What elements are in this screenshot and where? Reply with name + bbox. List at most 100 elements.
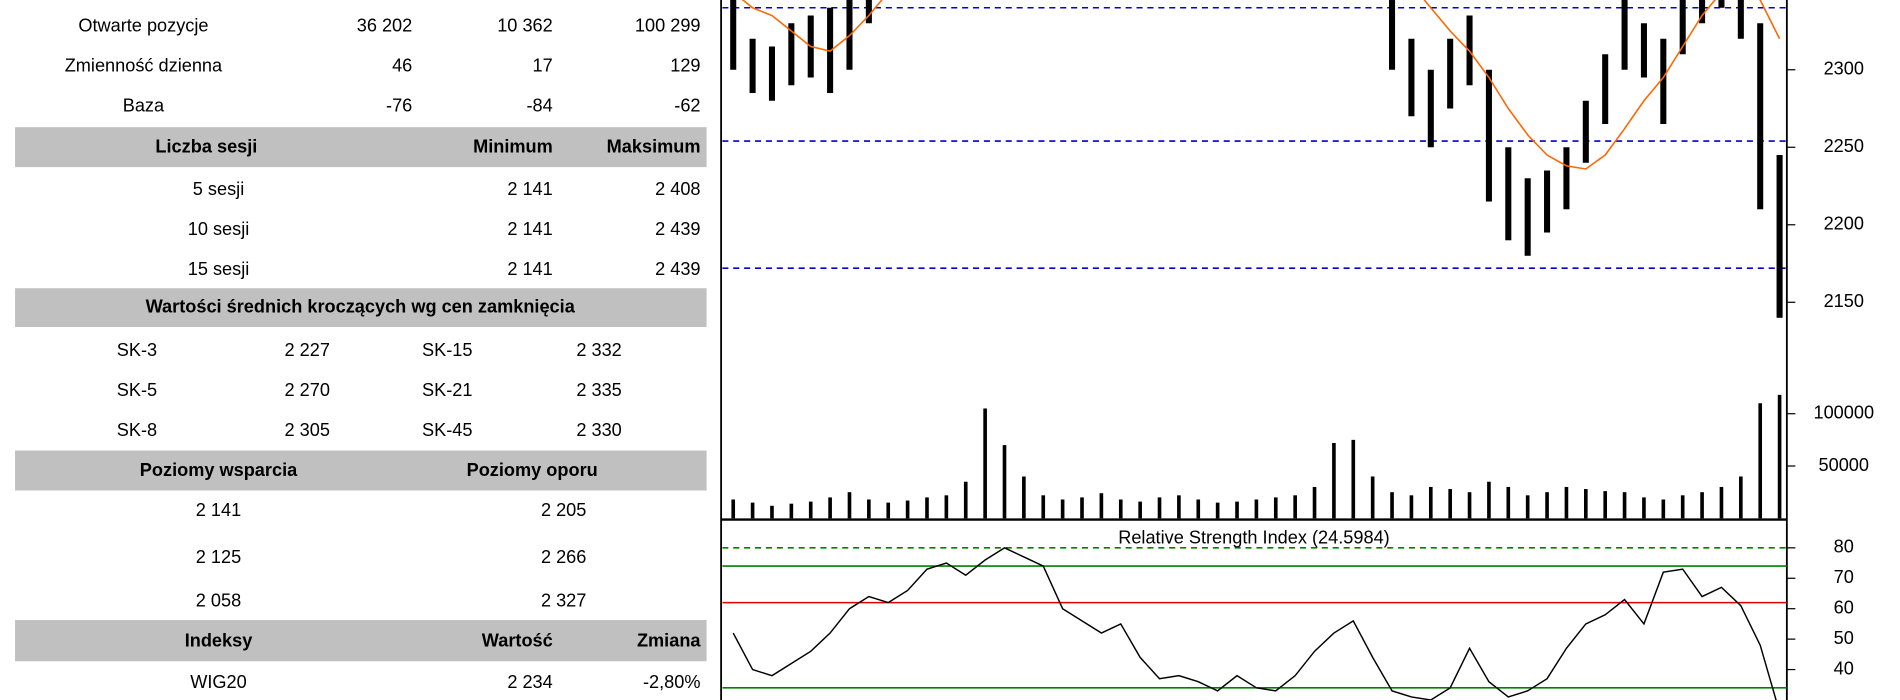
table-cell: 5 sesji (193, 179, 244, 199)
volume-bar (1254, 499, 1259, 519)
table-cell: SK-21 (422, 380, 472, 400)
price-range (1485, 69, 1492, 202)
header-band (15, 450, 707, 491)
price-range (1524, 178, 1531, 256)
volume-bar (731, 499, 736, 519)
volume-bar (1680, 495, 1685, 519)
volume-bar (1409, 495, 1414, 519)
y-tick-label: 50 (1834, 628, 1854, 648)
price-range (749, 38, 756, 94)
volume-bar (1293, 495, 1297, 519)
volume-bar (1428, 486, 1433, 519)
volume-bar (1448, 489, 1452, 519)
table-cell: SK-8 (117, 420, 157, 440)
table-cell: 2 205 (541, 500, 586, 520)
table-cell: 46 (392, 55, 412, 75)
table-cell: 17 (533, 55, 553, 75)
price-range (1679, 0, 1686, 55)
table-cell: WIG20 (190, 672, 247, 692)
y-tick-label: 40 (1834, 658, 1854, 678)
table-cell: 2 141 (507, 179, 552, 199)
table-cell: 36 202 (357, 15, 413, 35)
volume-bar (789, 503, 794, 519)
volume-bar (1138, 501, 1142, 519)
volume-bar (1002, 445, 1007, 519)
header-cell: Poziomy oporu (467, 460, 598, 480)
price-range (1505, 147, 1512, 241)
volume-bar (1312, 486, 1317, 519)
volume-bar (1622, 492, 1627, 519)
table-cell: 2 141 (507, 259, 552, 279)
panel (731, 394, 1782, 519)
table-cell: SK-45 (422, 420, 472, 440)
volume-bar (1661, 499, 1666, 519)
table-cell: 2 305 (284, 420, 329, 440)
volume-bar (1196, 499, 1201, 519)
table-cell: 2 141 (507, 219, 552, 239)
volume-bar (1157, 497, 1162, 519)
volume-bar (1022, 476, 1026, 519)
y-tick-label: 80 (1834, 537, 1854, 557)
header-cell: Zmiana (637, 631, 701, 651)
panel (722, 547, 1787, 700)
y-tick-label: 60 (1834, 598, 1854, 618)
table-cell: -62 (674, 95, 700, 115)
volume-bar (1564, 486, 1569, 519)
table-cell: 10 362 (497, 15, 553, 35)
table-cell: -2,80% (643, 672, 701, 692)
price-range (1447, 38, 1454, 109)
price-range (1718, 0, 1725, 8)
table-cell: Baza (123, 95, 165, 115)
volume-bar (828, 497, 832, 519)
price-range (1699, 0, 1706, 24)
volume-bar (750, 502, 755, 519)
table-cell: 15 sesji (188, 259, 250, 279)
price-range (1660, 38, 1667, 125)
volume-bar (1080, 497, 1084, 519)
y-tick-label: 100000 (1813, 402, 1874, 422)
volume-bar (1332, 443, 1336, 519)
header-band (15, 127, 707, 168)
table-cell: 10 sesji (188, 219, 250, 239)
volume-bar (1506, 486, 1511, 519)
price-range (730, 0, 737, 70)
price-range (1757, 23, 1764, 210)
table-cell: 129 (670, 55, 700, 75)
volume-bar (1177, 495, 1181, 519)
volume-bar (1739, 476, 1743, 519)
header-cell: Poziomy wsparcia (140, 460, 298, 480)
price-range (1776, 155, 1783, 318)
price-range (865, 0, 872, 24)
price-range (1582, 100, 1589, 163)
volume-bar (944, 495, 949, 519)
moving-average (741, 0, 1781, 170)
table-cell: 2 058 (196, 591, 241, 611)
header-cell: Wartość (482, 631, 553, 651)
header-band (15, 288, 707, 327)
table-cell: 2 332 (576, 340, 621, 360)
table-cell: Zmienność dzienna (65, 55, 223, 75)
header-cell: Minimum (473, 137, 553, 157)
volume-bar (1099, 493, 1104, 519)
y-tick-label: 2250 (1824, 136, 1864, 156)
price-range (1544, 170, 1551, 233)
volume-bar (1487, 481, 1491, 519)
volume-bar (1583, 489, 1588, 519)
volume-bar (808, 501, 813, 519)
volume-bar (1390, 492, 1394, 519)
volume-bar (1642, 497, 1646, 519)
volume-bar (1700, 492, 1704, 519)
panel-title: Relative Strength Index (24.5984) (1118, 528, 1390, 548)
volume-bar (1545, 492, 1549, 519)
volume-bar (886, 502, 891, 519)
table-cell: Otwarte pozycje (78, 15, 208, 35)
table-cell: 2 270 (284, 380, 329, 400)
table-cell: 2 125 (196, 547, 241, 567)
volume-bar (1235, 501, 1239, 519)
volume-bar (867, 499, 871, 519)
volume-bar (1719, 486, 1724, 519)
table-cell: 2 439 (655, 219, 700, 239)
table-cell: 100 299 (635, 15, 701, 35)
table-cell: SK-5 (117, 380, 157, 400)
